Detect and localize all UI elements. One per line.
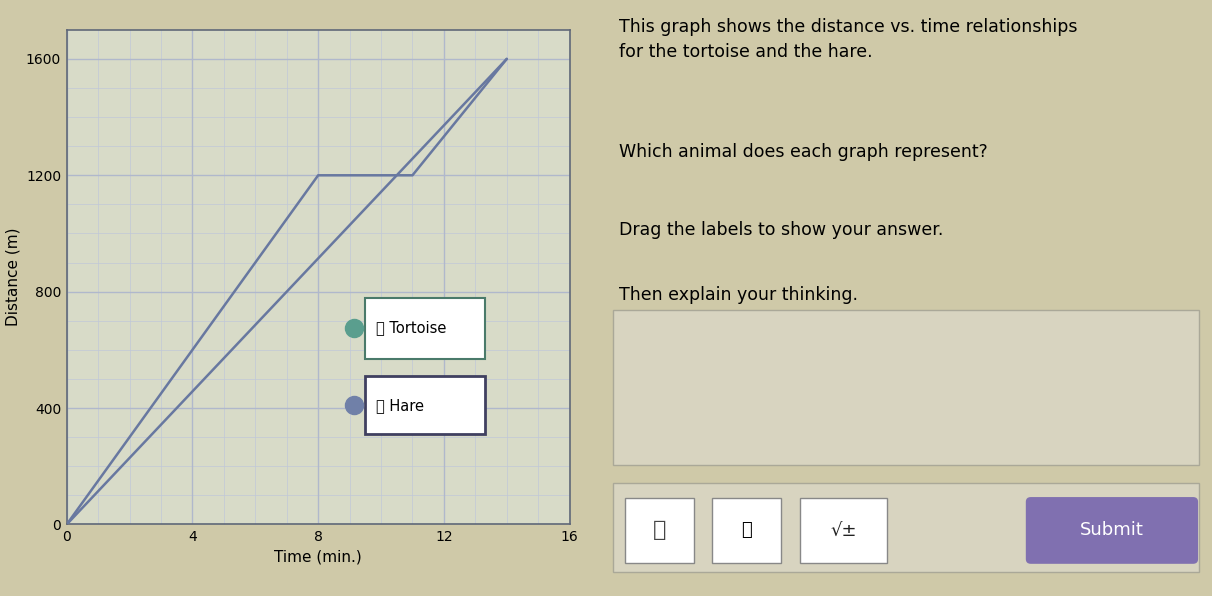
FancyBboxPatch shape <box>612 483 1200 572</box>
FancyBboxPatch shape <box>365 297 485 359</box>
X-axis label: Time (min.): Time (min.) <box>274 550 362 564</box>
Text: Then explain your thinking.: Then explain your thinking. <box>619 286 858 304</box>
Text: Which animal does each graph represent?: Which animal does each graph represent? <box>619 143 988 161</box>
Text: Submit: Submit <box>1080 522 1144 539</box>
FancyBboxPatch shape <box>612 310 1200 465</box>
Text: 🐇 Hare: 🐇 Hare <box>376 398 424 412</box>
FancyBboxPatch shape <box>800 498 887 563</box>
Text: Drag the labels to show your answer.: Drag the labels to show your answer. <box>619 221 943 238</box>
FancyBboxPatch shape <box>625 498 693 563</box>
Text: ⎙: ⎙ <box>653 520 667 541</box>
FancyBboxPatch shape <box>1025 497 1199 564</box>
Text: √±: √± <box>830 522 857 539</box>
Y-axis label: Distance (m): Distance (m) <box>5 228 21 327</box>
FancyBboxPatch shape <box>365 376 485 434</box>
Text: 🎤: 🎤 <box>742 522 753 539</box>
Text: 🐢 Tortoise: 🐢 Tortoise <box>376 321 447 336</box>
FancyBboxPatch shape <box>713 498 782 563</box>
Text: This graph shows the distance vs. time relationships
for the tortoise and the ha: This graph shows the distance vs. time r… <box>619 18 1077 61</box>
